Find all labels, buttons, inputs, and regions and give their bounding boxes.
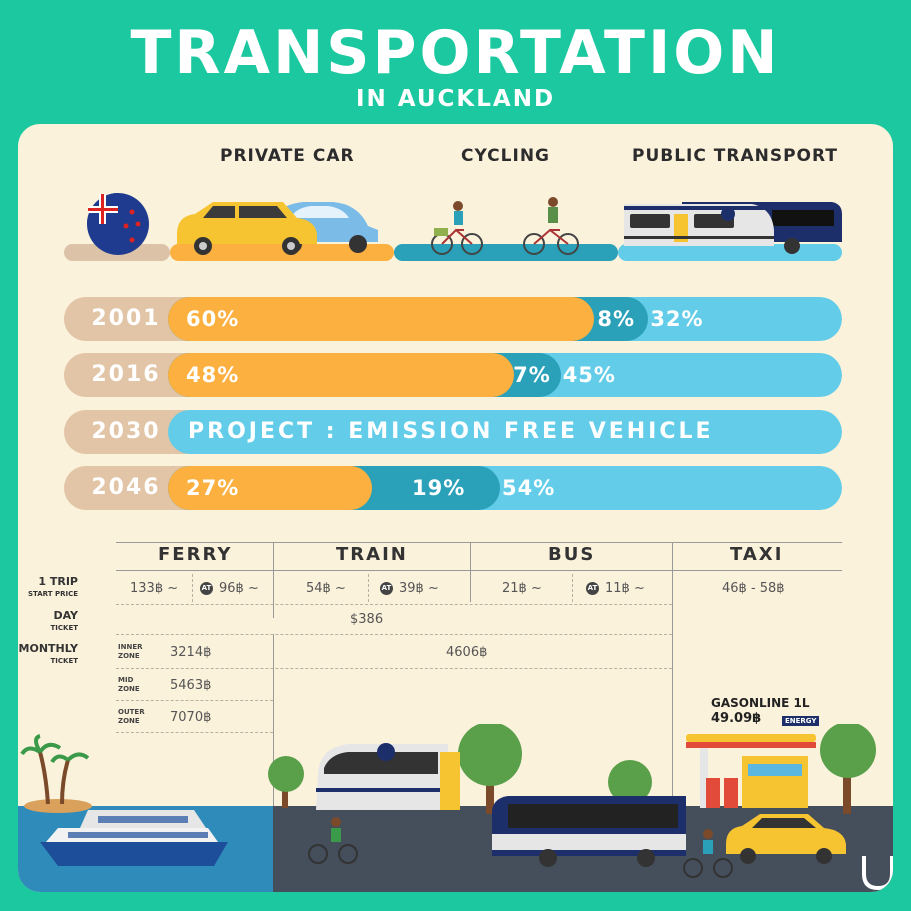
trip-divider-bus [572, 574, 573, 602]
car-bar [168, 297, 595, 341]
car-percent: 48% [186, 363, 240, 387]
table-header-train: TRAIN [336, 544, 408, 565]
zone-outer-price: 7070฿ [170, 710, 212, 725]
car-illustration [177, 202, 378, 255]
cycling-percent: 7% [513, 363, 551, 387]
zone-inner-label: INNER ZONE [118, 643, 143, 660]
row-sublabel-day: TICKET [50, 624, 79, 632]
gas-label: GASONLINE 1L [711, 696, 810, 710]
mode-private-car: PRIVATE CAR [220, 146, 355, 166]
public-percent: 54% [502, 476, 556, 500]
mode-public-transport: PUBLIC TRANSPORT [632, 146, 838, 166]
city-scene-illustration [20, 724, 893, 891]
zone-mid-label: MID ZONE [118, 676, 140, 693]
table-divider-1 [273, 542, 274, 618]
row-sublabel-trip: START PRICE [27, 590, 78, 598]
row-label-trip: 1 TRIP [38, 575, 78, 588]
train-trip-at-value: 39฿ ~ [399, 581, 439, 596]
monthly-public-price: 4606฿ [446, 645, 488, 660]
gas-brand: ENERGY [782, 716, 820, 726]
ferry-trip-at: AT 96฿ ~ [200, 581, 259, 596]
table-divider-3 [672, 542, 673, 882]
zone-outer-label: OUTER ZONE [118, 708, 145, 725]
year-label: 2046 [91, 475, 161, 500]
row-rule-1 [116, 604, 672, 605]
public-percent: 45% [562, 363, 616, 387]
year-label: 2001 [91, 306, 161, 331]
ferry-trip-at-value: 96฿ ~ [219, 581, 259, 596]
content-panel: PRIVATE CAR CYCLING PUBLIC TRANSPORT [18, 124, 893, 892]
car-base [170, 244, 394, 261]
share-row-2016: 2016 48% 7% 45% [64, 353, 842, 397]
trip-divider-ferry [192, 574, 193, 602]
page-title: TRANSPORTATION [130, 18, 781, 88]
share-row-2030: 2030 PROJECT : EMISSION FREE VEHICLE [64, 410, 842, 454]
table-divider-2 [470, 542, 471, 602]
bus-trip-at: AT 11฿ ~ [586, 581, 645, 596]
train-trip-at: AT 39฿ ~ [380, 581, 439, 596]
public-percent: 32% [650, 307, 704, 331]
table-header-rule [116, 570, 842, 571]
year-label: 2016 [91, 362, 161, 387]
gas-price: 49.09฿ [711, 711, 762, 726]
at-logo-icon: AT [200, 582, 213, 595]
trip-divider-train [368, 574, 369, 602]
taxi-trip-price: 46฿ - 58฿ [722, 581, 785, 596]
cycling-percent: 8% [597, 307, 636, 331]
at-logo-icon: AT [380, 582, 393, 595]
car-percent: 60% [186, 307, 240, 331]
ferry-trip-cash: 133฿ ~ [130, 581, 179, 596]
car-bar [168, 353, 514, 397]
bus-trip-cash: 21฿ ~ [502, 581, 542, 596]
row-label-day: DAY [53, 609, 78, 622]
cycling-percent: 19% [412, 476, 466, 500]
day-ticket-price: $386 [350, 612, 384, 627]
row-rule-4 [116, 700, 273, 701]
cyclists-illustration [431, 197, 579, 255]
year-label: 2030 [91, 419, 161, 444]
table-header-bus: BUS [548, 544, 596, 565]
table-header-ferry: FERRY [158, 544, 233, 565]
mode-cycling: CYCLING [461, 146, 550, 166]
train-bus-illustration [624, 202, 842, 254]
row-sublabel-monthly: TICKET [50, 657, 79, 665]
zone-inner-price: 3214฿ [170, 645, 212, 660]
at-logo-icon: AT [586, 582, 599, 595]
public-bar [168, 410, 842, 454]
row-rule-2 [116, 634, 672, 635]
car-bar [168, 466, 372, 510]
table-header-taxi: TAXI [730, 544, 784, 565]
table-top-rule [116, 542, 842, 543]
project-label: PROJECT : EMISSION FREE VEHICLE [188, 419, 714, 444]
row-rule-5 [116, 732, 273, 733]
share-row-2046: 2046 27% 19% 54% [64, 466, 842, 510]
train-trip-cash: 54฿ ~ [306, 581, 346, 596]
share-row-2001: 2001 60% 8% 32% [64, 297, 842, 341]
car-percent: 27% [186, 476, 240, 500]
bus-trip-at-value: 11฿ ~ [605, 581, 645, 596]
row-label-monthly: MONTHLY [18, 642, 78, 655]
nz-flag-icon [87, 193, 149, 255]
row-rule-3 [116, 668, 672, 669]
page-subtitle: IN AUCKLAND [355, 86, 556, 112]
zone-mid-price: 5463฿ [170, 678, 212, 693]
